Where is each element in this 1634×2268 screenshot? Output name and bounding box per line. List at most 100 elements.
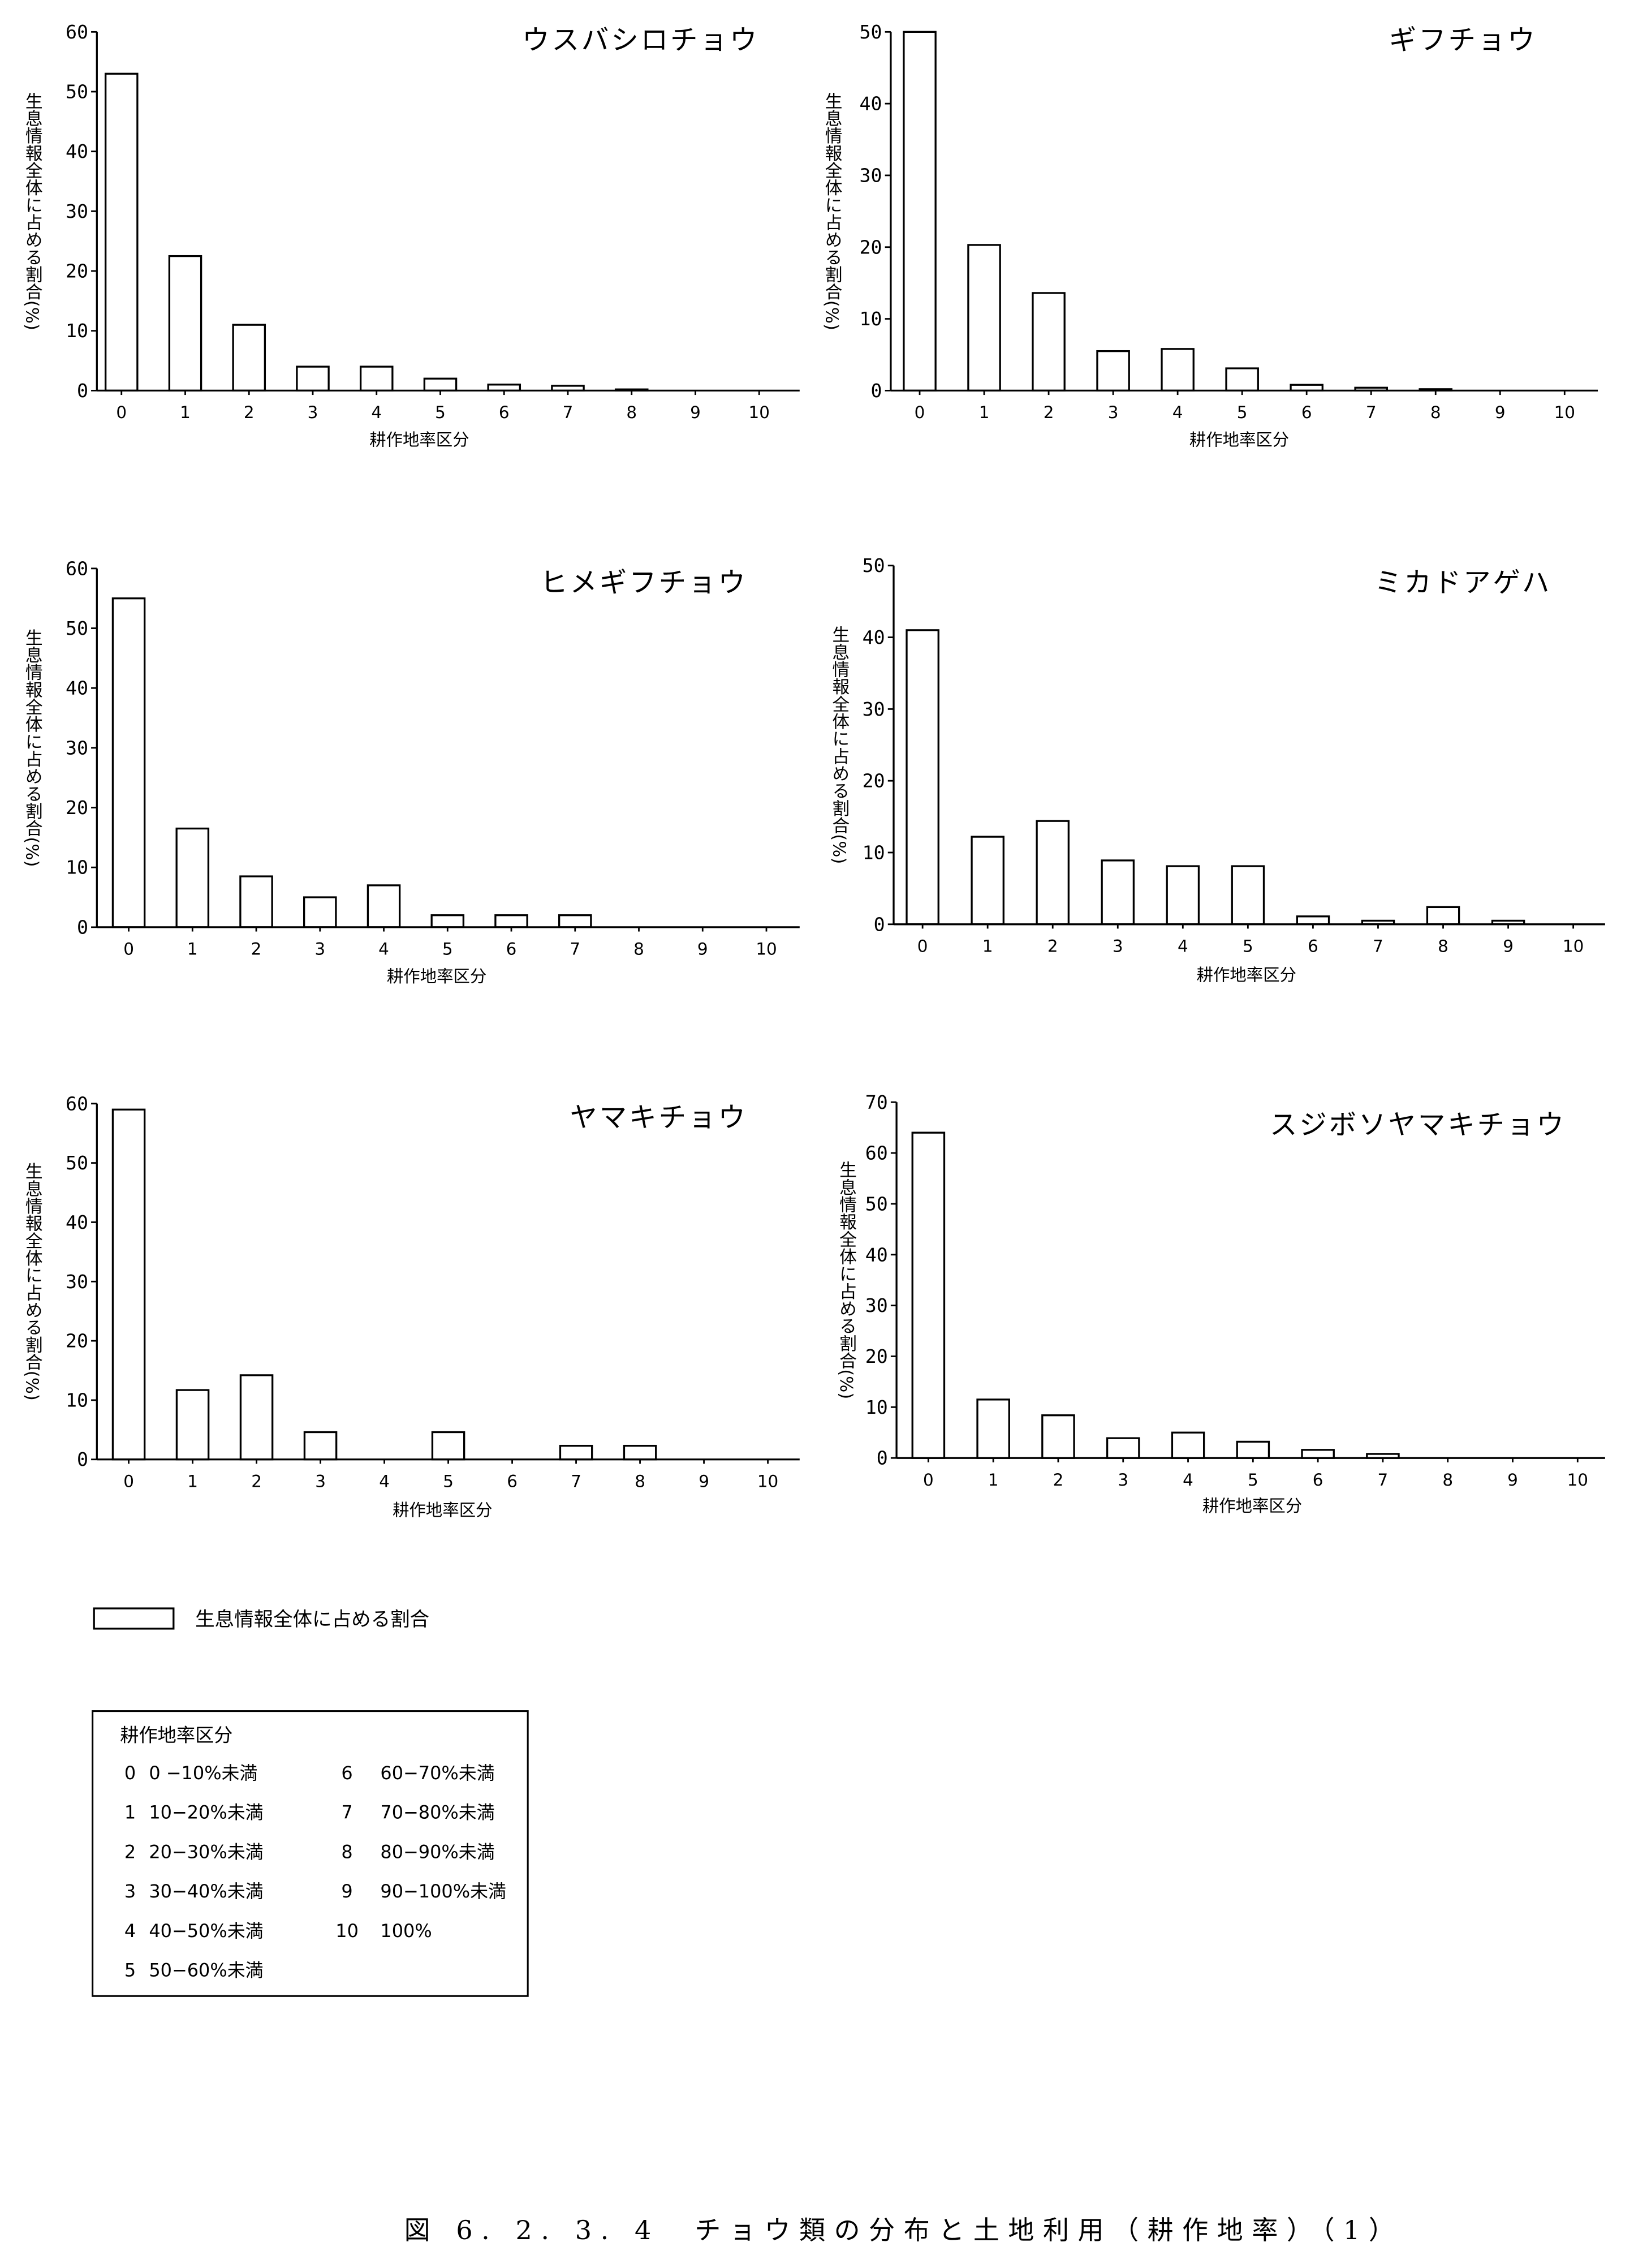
bar-6 — [1301, 1449, 1335, 1459]
chart-title: ギフチョウ — [1389, 24, 1537, 56]
x-tick-label: 9 — [697, 939, 708, 958]
x-tick-label: 3 — [314, 939, 325, 958]
x-tick-label: 3 — [1108, 403, 1119, 422]
chart-1: ウスバシロチョウ 0 10 20 30 40 50 60 0 1 2 3 4 5 6 7 8 9 10 耕作地率区分 生… — [22, 21, 800, 450]
x-tick-label: 4 — [1178, 936, 1188, 956]
category-key-range: 100% — [380, 1920, 432, 1942]
category-key-code: 4 — [124, 1920, 136, 1942]
x-tick-label: 8 — [626, 403, 637, 422]
x-tick-label: 6 — [1301, 403, 1312, 422]
y-tick-label: 0 — [871, 380, 882, 402]
category-key-range: 50−60%未満 — [149, 1960, 263, 1981]
category-key-item: 5 50−60%未満 — [124, 1960, 264, 1981]
category-key-range: 70−80%未満 — [380, 1802, 494, 1823]
y-tick-label: 40 — [865, 1243, 888, 1266]
y-tick-label: 30 — [66, 1271, 88, 1293]
x-tick-label: 1 — [187, 939, 198, 958]
x-tick-label: 9 — [690, 403, 701, 422]
category-key-item: 0 0 −10%未満 — [124, 1762, 257, 1784]
x-tick-label: 7 — [1366, 403, 1377, 422]
x-tick-label: 0 — [917, 936, 928, 956]
y-tick-label: 10 — [863, 841, 885, 863]
x-tick-label: 10 — [1567, 1470, 1588, 1490]
y-axis-label: 生息情報全体に占める割合(%) — [822, 92, 842, 330]
category-key-range: 90−100%未満 — [380, 1880, 506, 1902]
x-tick-label: 8 — [1438, 936, 1448, 956]
y-tick-label: 30 — [865, 1294, 888, 1316]
bar-3 — [303, 1431, 338, 1461]
x-tick-label: 7 — [1373, 936, 1383, 956]
y-tick-label: 20 — [863, 770, 885, 792]
bar-2 — [1036, 820, 1070, 926]
x-tick-label: 2 — [244, 403, 255, 422]
bar-2 — [232, 324, 266, 392]
x-tick-label: 3 — [308, 403, 318, 422]
chart-title: スジボソヤマキチョウ — [1270, 1109, 1566, 1141]
x-tick-label: 6 — [499, 403, 510, 422]
x-tick-label: 5 — [435, 403, 446, 422]
chart-2: ギフチョウ 0 10 20 30 40 50 0 1 2 3 4 5 6 7 8 9 10 耕作地率区分 生息情報全体… — [822, 21, 1598, 450]
bar-6 — [494, 914, 528, 928]
y-tick-label: 50 — [66, 617, 88, 639]
category-key-item: 9 90−100%未満 — [341, 1880, 506, 1902]
x-tick-label: 7 — [1378, 1470, 1389, 1490]
category-key-title: 耕作地率区分 — [120, 1724, 232, 1746]
x-axis-label: 耕作地率区分 — [1197, 965, 1296, 984]
x-tick-label: 2 — [1047, 936, 1058, 956]
x-tick-label: 3 — [315, 1471, 326, 1491]
y-tick-label: 40 — [863, 626, 885, 648]
bar-8 — [623, 1444, 657, 1461]
bar-0 — [104, 72, 139, 392]
bar-1 — [967, 244, 1001, 392]
chart-title: ウスバシロチョウ — [522, 24, 759, 56]
category-key-code: 9 — [341, 1880, 352, 1902]
x-tick-label: 0 — [116, 403, 127, 422]
category-key-range: 10−20%未満 — [149, 1802, 263, 1823]
bar-5 — [1231, 865, 1265, 926]
category-key-code: 5 — [124, 1960, 136, 1981]
category-key: 耕作地率区分 0 0 −10%未満 1 10−20%未満 2 20−30%未満 3 30−40… — [92, 1710, 529, 1997]
y-tick-label: 10 — [66, 320, 88, 342]
category-key-item: 2 20−30%未満 — [124, 1841, 264, 1862]
y-tick-label: 40 — [66, 1211, 88, 1233]
y-tick-label: 50 — [66, 1152, 88, 1174]
bar-0 — [111, 1108, 146, 1461]
x-tick-label: 8 — [1442, 1470, 1453, 1490]
x-tick-label: 5 — [442, 939, 453, 958]
x-tick-label: 5 — [443, 1471, 454, 1491]
x-tick-label: 5 — [1248, 1470, 1258, 1490]
chart-title: ヤマキチョウ — [570, 1102, 747, 1134]
bar-2 — [1041, 1414, 1075, 1459]
bar-5 — [430, 914, 465, 928]
bar-4 — [1171, 1431, 1205, 1459]
x-tick-label: 1 — [979, 403, 990, 422]
category-key-item: 3 30−40%未満 — [124, 1880, 264, 1902]
x-tick-label: 10 — [749, 403, 770, 422]
bar-4 — [359, 365, 394, 392]
y-tick-label: 50 — [66, 81, 88, 103]
x-tick-label: 10 — [756, 939, 777, 958]
y-tick-label: 70 — [865, 1091, 888, 1113]
y-tick-label: 0 — [874, 913, 885, 935]
category-key-code: 6 — [341, 1762, 352, 1784]
y-tick-label: 20 — [66, 260, 88, 282]
x-tick-label: 3 — [1113, 936, 1123, 956]
x-tick-label: 6 — [1308, 936, 1318, 956]
category-key-box — [92, 1710, 529, 1997]
x-tick-label: 1 — [988, 1470, 999, 1490]
category-key-code: 0 — [124, 1762, 136, 1784]
x-tick-label: 1 — [180, 403, 191, 422]
bar-1 — [168, 255, 202, 392]
x-tick-label: 1 — [187, 1471, 198, 1491]
y-axis-label: 生息情報全体に占める割合(%) — [22, 92, 42, 330]
x-tick-label: 7 — [563, 403, 574, 422]
x-tick-label: 2 — [251, 1471, 262, 1491]
category-key-code: 7 — [341, 1802, 352, 1823]
category-key-code: 8 — [341, 1841, 352, 1862]
category-key-item: 8 80−90%未満 — [341, 1841, 494, 1862]
x-tick-label: 6 — [506, 939, 517, 958]
x-tick-label: 4 — [1172, 403, 1183, 422]
category-key-range: 0 −10%未満 — [149, 1762, 257, 1784]
bar-2 — [239, 875, 273, 928]
y-axis-label: 生息情報全体に占める割合(%) — [829, 626, 849, 864]
